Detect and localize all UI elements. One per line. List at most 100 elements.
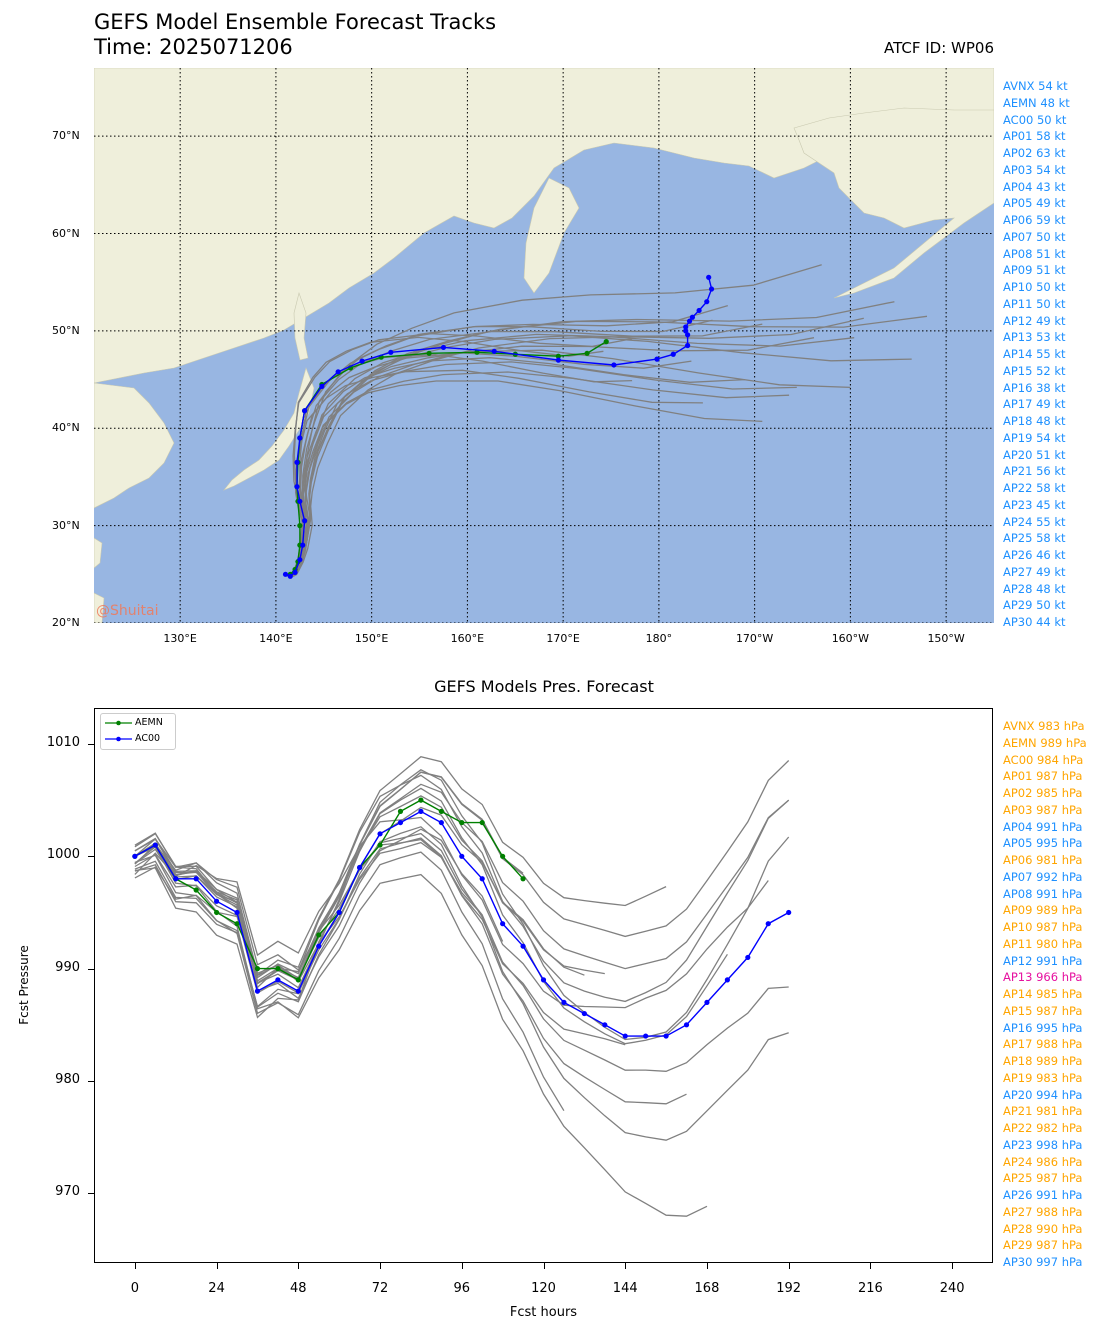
track-point	[294, 459, 300, 465]
pressure-member-line	[134, 828, 504, 1000]
pressure-point	[581, 1010, 587, 1017]
member-track	[285, 371, 790, 579]
wind-legend-entry: AP25 58 kt	[1003, 531, 1066, 546]
pressure-member-lines	[134, 755, 790, 1217]
lat-label: 20°N	[52, 616, 80, 629]
pressure-point	[540, 977, 547, 983]
pressure-legend-entry: AP14 985 hPa	[1003, 987, 1083, 1001]
track-point	[359, 358, 365, 364]
legend-ac00: AC00	[135, 733, 161, 744]
wind-legend-entry: AP06 59 kt	[1003, 213, 1066, 227]
wind-legend-entry: AP23 45 kt	[1003, 497, 1066, 512]
member-track	[285, 349, 851, 576]
wind-legend-entry: AP22 58 kt	[1003, 481, 1066, 495]
pressure-point	[500, 921, 506, 927]
wind-legend-entry: AP18 48 kt	[1003, 414, 1066, 428]
track-point	[555, 353, 561, 359]
pressure-point	[213, 909, 220, 916]
pressure-legend-entry: AP24 986 hPa	[1003, 1154, 1083, 1169]
land-korea-china	[94, 382, 175, 509]
x-tick-label: 24	[208, 1281, 225, 1296]
track-point	[294, 484, 300, 490]
member-track	[285, 336, 604, 577]
pressure-member-line	[134, 846, 708, 1217]
track-point	[686, 318, 693, 324]
wind-legend-entry: AP08 51 kt	[1003, 246, 1066, 261]
pressure-chart-frame	[94, 708, 993, 1263]
pressure-point	[561, 999, 567, 1005]
member-track	[285, 333, 855, 577]
member-track	[285, 335, 912, 576]
pressure-chart-canvas	[132, 755, 792, 1217]
track-point	[302, 518, 308, 524]
pressure-member-line	[134, 838, 626, 1046]
wind-legend-entry: AP24 55 kt	[1003, 514, 1066, 529]
pressure-point	[643, 1033, 649, 1039]
wind-legend-entry: AP28 48 kt	[1003, 581, 1066, 596]
wind-legend-entry: AP26 46 kt	[1003, 548, 1066, 562]
land-luzon	[94, 592, 105, 623]
wind-legend: AVNX 54 kt AEMN 48 kt AC00 50 kt AP01 58 kt…	[1003, 78, 1070, 631]
pressure-legend-entry: AP19 983 hPa	[1003, 1070, 1083, 1085]
land-areas	[94, 68, 994, 623]
x-tick-mark	[216, 1263, 218, 1269]
x-tick-mark	[543, 1263, 545, 1269]
pressure-point	[459, 853, 465, 859]
pressure-point	[724, 977, 730, 983]
pressure-point	[377, 831, 383, 837]
wind-legend-entry: AP09 51 kt	[1003, 263, 1066, 278]
y-tick-label: 990	[55, 959, 80, 975]
pressure-member-line	[134, 851, 565, 1112]
track-point	[685, 332, 691, 338]
main-tracks	[282, 274, 715, 579]
pressure-point	[500, 853, 506, 859]
track-point	[704, 299, 710, 305]
track-point	[292, 569, 298, 575]
track-point	[300, 542, 306, 548]
pressure-point	[213, 898, 220, 904]
x-tick-mark	[380, 1263, 382, 1269]
pressure-point	[479, 876, 485, 882]
lon-label: 130°E	[163, 632, 197, 645]
track-map	[94, 68, 994, 623]
member-track	[285, 353, 633, 577]
pressure-legend-entry: AP11 980 hPa	[1003, 936, 1083, 951]
track-point	[297, 498, 303, 504]
wind-legend-entry: AP19 54 kt	[1003, 430, 1066, 445]
pressure-line-aemn	[134, 799, 524, 981]
pressure-point	[316, 932, 322, 938]
lon-label: 140°E	[259, 632, 293, 645]
pressure-point	[295, 988, 301, 994]
y-tick-mark	[88, 1193, 94, 1195]
pressure-point	[254, 988, 261, 994]
x-tick-label: 216	[857, 1281, 883, 1296]
pressure-point	[193, 876, 199, 882]
track-point	[584, 350, 590, 356]
pressure-point	[479, 819, 485, 826]
track-point	[319, 383, 325, 389]
lon-label: 150°W	[927, 632, 965, 645]
pressure-legend-entry: AP28 990 hPa	[1003, 1221, 1083, 1236]
x-tick-mark	[134, 1263, 136, 1269]
track-point	[491, 348, 497, 354]
x-tick-label: 72	[371, 1281, 389, 1296]
wind-legend-entry: AP29 50 kt	[1003, 598, 1066, 613]
pressure-point	[234, 921, 240, 927]
pressure-point	[357, 864, 363, 871]
lat-label: 50°N	[52, 323, 80, 337]
x-tick-label: 168	[694, 1281, 720, 1296]
pressure-point	[295, 977, 301, 983]
wind-legend-entry: AC00 50 kt	[1003, 112, 1067, 127]
pressure-legend-entry: AP02 985 hPa	[1003, 786, 1083, 800]
lon-label: 150°E	[354, 632, 389, 645]
lat-label: 40°N	[52, 421, 80, 435]
y-tick-mark	[88, 968, 94, 970]
pressure-member-line	[134, 816, 769, 1009]
forecast-time: Time: 2025071206	[94, 35, 293, 59]
land-sakhalin	[293, 291, 309, 361]
pressure-legend-entry: AP18 989 hPa	[1003, 1054, 1083, 1068]
track-point	[426, 350, 432, 356]
chart-title: GEFS Model Ensemble Forecast Tracks	[94, 10, 497, 34]
track-point	[297, 557, 303, 563]
pressure-point	[275, 966, 281, 972]
